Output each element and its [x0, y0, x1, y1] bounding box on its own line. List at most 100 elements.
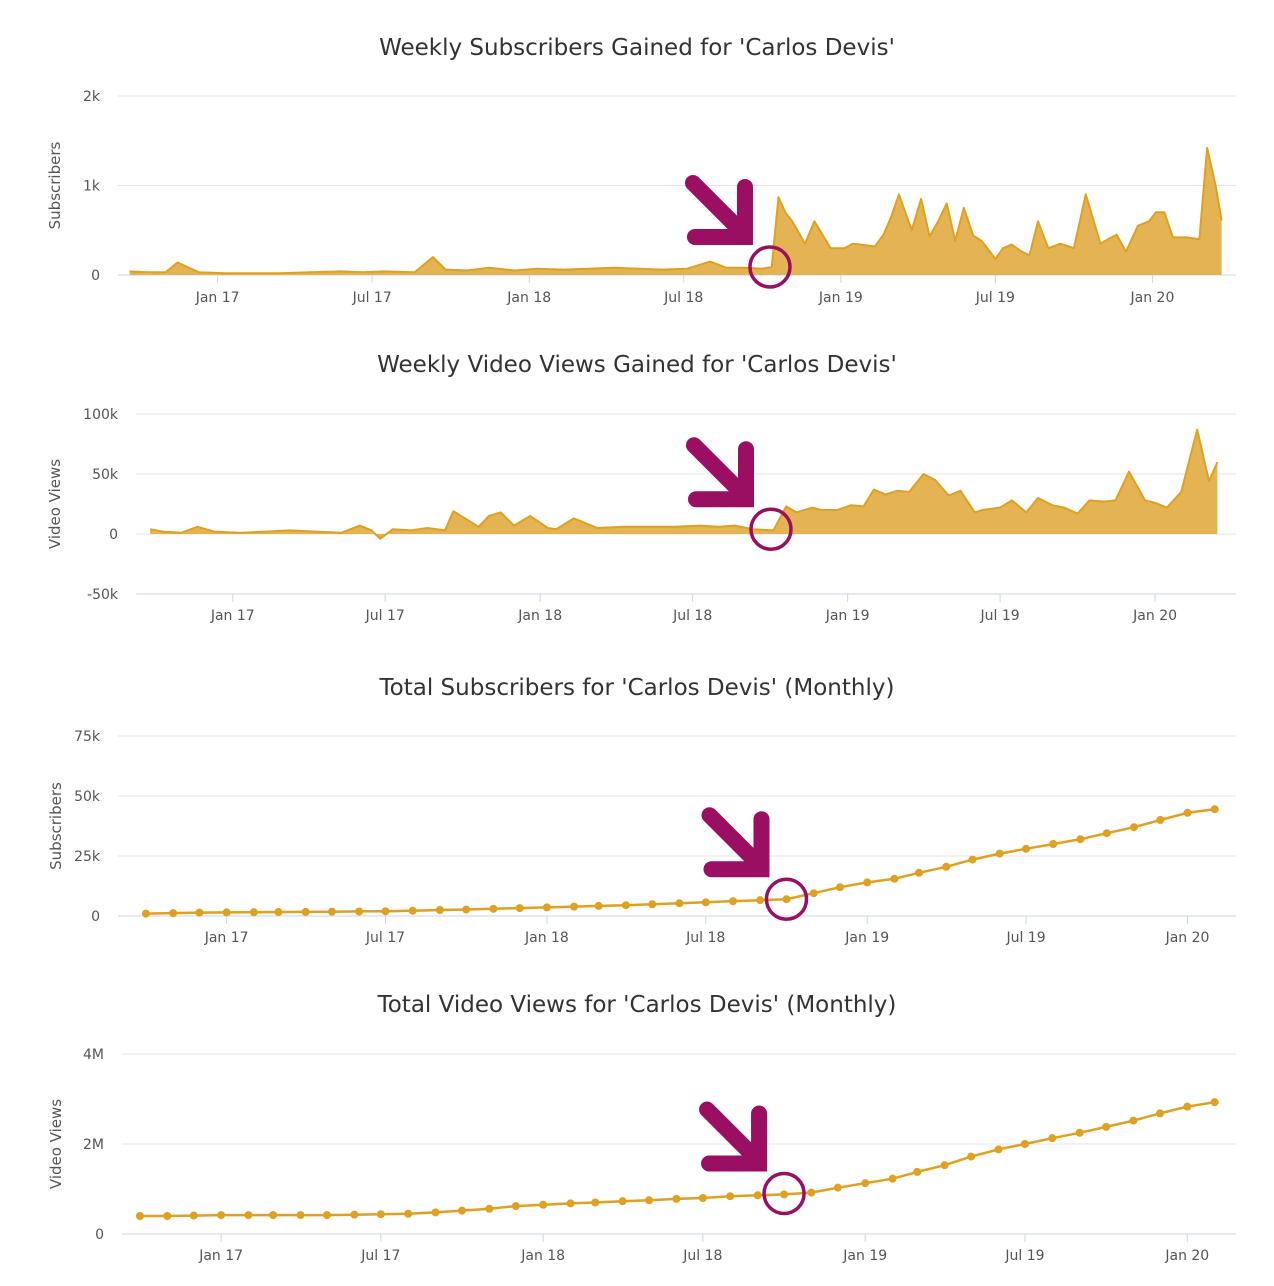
data-point [698, 1194, 707, 1202]
arrow-head [687, 441, 754, 508]
data-point [836, 883, 845, 892]
x-tick-label: Jan 20 [1130, 290, 1175, 306]
x-tick-label: Jan 19 [844, 930, 889, 946]
x-tick-label: Jan 18 [520, 1248, 565, 1264]
arrow-head [686, 178, 753, 245]
data-point [169, 909, 178, 918]
data-point [1210, 805, 1219, 814]
chart-title: Total Video Views for 'Carlos Devis' (Mo… [377, 992, 897, 1018]
data-point [728, 897, 737, 906]
x-tick-label: Jul 19 [980, 608, 1020, 624]
data-point [888, 1174, 897, 1183]
arrow-icon [699, 1101, 768, 1172]
x-tick-label: Jul 19 [1004, 1248, 1044, 1264]
y-tick-label: 2k [83, 89, 101, 105]
data-point [726, 1192, 735, 1201]
chart-title: Weekly Subscribers Gained for 'Carlos De… [379, 35, 895, 61]
data-point [376, 1210, 385, 1219]
y-tick-label: 50k [74, 789, 101, 805]
y-tick-label: 25k [74, 849, 101, 865]
x-tick-label: Jan 17 [198, 1248, 243, 1264]
data-point [249, 908, 258, 917]
x-tick-label: Jan 17 [210, 608, 255, 624]
chart-total-subscribers: Total Subscribers for 'Carlos Devis' (Mo… [0, 644, 1274, 964]
data-point [381, 907, 390, 916]
data-point [861, 1179, 870, 1188]
arrow-shaft [701, 807, 758, 864]
y-tick-label: 50k [92, 467, 119, 483]
y-tick-label: 2M [83, 1137, 104, 1153]
x-tick-label: Jul 17 [352, 290, 392, 306]
data-point [672, 1194, 681, 1203]
series-area [129, 147, 1222, 275]
data-point [355, 907, 364, 916]
x-tick-label: Jan 19 [818, 290, 863, 306]
data-point [1022, 844, 1031, 853]
y-tick-label: 0 [109, 527, 118, 543]
data-point [296, 1211, 305, 1220]
y-tick-label: -50k [87, 587, 119, 603]
data-point [350, 1210, 359, 1219]
chart-weekly-subscribers-svg: Weekly Subscribers Gained for 'Carlos De… [46, 35, 1236, 306]
data-point [621, 901, 630, 910]
data-point [1020, 1140, 1029, 1148]
arrow-shaft [684, 174, 741, 231]
data-point [968, 855, 977, 864]
arrow-shaft [699, 1101, 756, 1158]
y-tick-label: 4M [83, 1047, 104, 1063]
chart-total-subscribers-svg: Total Subscribers for 'Carlos Devis' (Mo… [47, 675, 1236, 946]
highlight-circle [748, 245, 792, 289]
data-point [942, 862, 951, 871]
data-point [1048, 1134, 1057, 1143]
data-point [1155, 1109, 1164, 1118]
data-point [458, 1206, 466, 1215]
x-tick-label: Jul 18 [685, 930, 725, 946]
data-point [327, 907, 336, 916]
data-point [913, 1167, 922, 1176]
arrow-head [703, 811, 770, 878]
data-point [782, 895, 791, 904]
data-point [863, 878, 872, 887]
data-point [1075, 1128, 1084, 1137]
data-point [195, 908, 204, 917]
chart-weekly-video-views-svg: Weekly Video Views Gained for 'Carlos De… [46, 352, 1236, 624]
y-tick-label: 100k [83, 407, 119, 423]
data-point [1102, 1122, 1111, 1131]
data-point [809, 889, 818, 898]
x-tick-label: Jan 18 [517, 608, 562, 624]
data-point [217, 1211, 226, 1220]
x-tick-label: Jan 19 [825, 608, 870, 624]
data-point [570, 902, 579, 911]
data-point [244, 1211, 253, 1220]
chart-title: Weekly Video Views Gained for 'Carlos De… [377, 352, 897, 378]
data-point [1156, 816, 1165, 824]
x-tick-label: Jul 18 [672, 608, 712, 624]
arrow-shaft [685, 437, 742, 494]
data-point [269, 1211, 278, 1220]
data-point [163, 1212, 172, 1220]
data-point [1102, 829, 1111, 838]
data-point [489, 904, 498, 913]
data-point [618, 1197, 627, 1206]
x-tick-label: Jul 19 [1005, 930, 1045, 946]
data-point [807, 1188, 816, 1197]
x-tick-label: Jul 18 [663, 290, 703, 306]
x-tick-label: Jul 18 [682, 1248, 722, 1264]
series-area [150, 429, 1218, 539]
data-point [1183, 808, 1192, 817]
chart-title: Total Subscribers for 'Carlos Devis' (Mo… [379, 675, 895, 701]
data-point [141, 909, 150, 918]
chart-total-video-views-svg: Total Video Views for 'Carlos Devis' (Mo… [47, 992, 1236, 1264]
data-point [189, 1211, 198, 1220]
data-point [274, 908, 283, 917]
x-tick-label: Jan 17 [204, 930, 249, 946]
data-point [1129, 823, 1138, 832]
data-point [515, 904, 524, 913]
series-line [145, 807, 1215, 915]
data-point [1183, 1102, 1192, 1111]
data-point [542, 903, 551, 912]
x-tick-label: Jan 18 [506, 290, 551, 306]
data-point [539, 1200, 548, 1209]
x-tick-label: Jul 19 [975, 290, 1015, 306]
y-tick-label: 0 [91, 909, 100, 925]
